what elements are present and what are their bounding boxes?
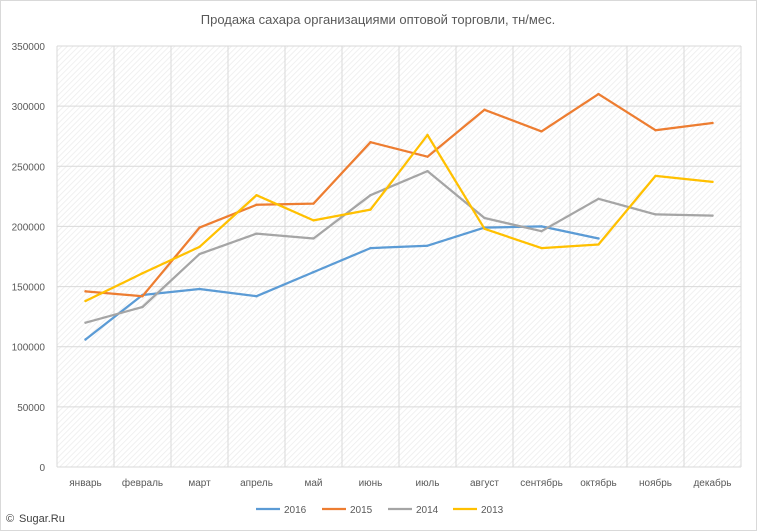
data-point bbox=[84, 299, 87, 303]
series-2015 bbox=[84, 92, 714, 298]
data-point bbox=[654, 174, 657, 178]
data-point bbox=[141, 272, 144, 275]
y-axis-ticks: 0 50000 100000 150000 200000 250000 300000 3500… bbox=[12, 42, 46, 474]
legend-item: 2015 bbox=[322, 505, 373, 516]
data-point bbox=[711, 180, 714, 184]
data-point bbox=[255, 193, 258, 197]
x-tick-label: декабрь bbox=[693, 477, 731, 489]
data-point bbox=[198, 287, 201, 291]
legend-item: 2014 bbox=[388, 505, 439, 516]
data-point bbox=[654, 213, 657, 216]
data-point bbox=[597, 237, 600, 240]
x-tick-label: февраль bbox=[122, 477, 163, 489]
data-point bbox=[141, 305, 144, 309]
data-point bbox=[198, 245, 201, 249]
x-tick-label: январь bbox=[69, 478, 101, 489]
x-axis-ticks: январь февраль март апрель май июнь июль август… bbox=[69, 477, 731, 489]
data-point bbox=[426, 244, 429, 247]
legend-item: 2016 bbox=[256, 505, 307, 516]
series-line bbox=[84, 169, 714, 324]
data-point bbox=[711, 121, 714, 125]
data-point bbox=[483, 108, 486, 111]
data-point bbox=[312, 270, 315, 274]
data-point bbox=[198, 226, 201, 229]
data-point bbox=[84, 321, 87, 324]
x-tick-label: июль bbox=[416, 478, 440, 489]
data-point bbox=[426, 155, 429, 158]
series-lines bbox=[84, 92, 714, 341]
y-tick-label: 0 bbox=[39, 463, 45, 474]
data-point bbox=[426, 169, 429, 173]
data-point bbox=[597, 92, 600, 96]
grid-lines bbox=[56, 45, 742, 468]
data-point bbox=[312, 219, 315, 222]
series-line bbox=[84, 225, 600, 341]
series-2014 bbox=[84, 169, 714, 324]
data-point bbox=[255, 203, 258, 206]
data-point bbox=[597, 243, 600, 246]
legend: 2016 2015 2014 2013 bbox=[256, 505, 504, 516]
data-point bbox=[369, 208, 372, 211]
data-point bbox=[540, 225, 543, 228]
data-point bbox=[369, 193, 372, 197]
copyright-symbol: © bbox=[6, 513, 14, 525]
data-point bbox=[483, 227, 486, 231]
data-point bbox=[84, 290, 87, 293]
data-point bbox=[312, 237, 315, 240]
legend-label: 2014 bbox=[416, 505, 439, 516]
legend-label: 2013 bbox=[481, 505, 504, 516]
data-point bbox=[255, 294, 258, 298]
x-tick-label: август bbox=[470, 478, 499, 489]
data-point bbox=[597, 197, 600, 200]
y-tick-label: 350000 bbox=[12, 42, 46, 53]
x-tick-label: март bbox=[188, 478, 211, 489]
watermark-label: Sugar.Ru bbox=[19, 513, 65, 525]
x-tick-label: октябрь bbox=[580, 477, 617, 489]
x-tick-label: апрель bbox=[240, 478, 273, 489]
series-2016 bbox=[84, 225, 600, 341]
data-point bbox=[483, 216, 486, 220]
data-point bbox=[312, 202, 315, 205]
x-tick-label: сентябрь bbox=[520, 477, 563, 489]
y-tick-label: 50000 bbox=[17, 403, 45, 414]
data-point bbox=[540, 130, 543, 133]
data-point bbox=[369, 141, 372, 144]
data-point bbox=[369, 246, 372, 250]
y-tick-label: 150000 bbox=[12, 283, 46, 294]
data-point bbox=[654, 129, 657, 132]
data-point bbox=[84, 338, 87, 341]
x-tick-label: ноябрь bbox=[639, 477, 672, 489]
legend-label: 2016 bbox=[284, 505, 307, 516]
data-point bbox=[255, 232, 258, 235]
data-point bbox=[141, 294, 144, 298]
y-tick-label: 200000 bbox=[12, 222, 46, 233]
chart-title: Продажа сахара организациями оптовой тор… bbox=[201, 12, 555, 27]
series-line bbox=[84, 133, 714, 303]
data-point bbox=[711, 214, 714, 217]
data-point bbox=[426, 133, 429, 137]
series-line bbox=[84, 92, 714, 298]
data-point bbox=[198, 252, 201, 256]
x-tick-label: июнь bbox=[359, 478, 383, 489]
y-tick-label: 300000 bbox=[12, 102, 46, 113]
data-point bbox=[540, 246, 543, 250]
y-tick-label: 250000 bbox=[12, 162, 46, 173]
legend-label: 2015 bbox=[350, 505, 373, 516]
data-point bbox=[540, 230, 543, 233]
legend-item: 2013 bbox=[453, 505, 504, 516]
series-2013 bbox=[84, 133, 714, 303]
y-tick-label: 100000 bbox=[12, 343, 46, 354]
x-tick-label: май bbox=[304, 478, 322, 489]
watermark: © Sugar.Ru bbox=[6, 513, 65, 525]
